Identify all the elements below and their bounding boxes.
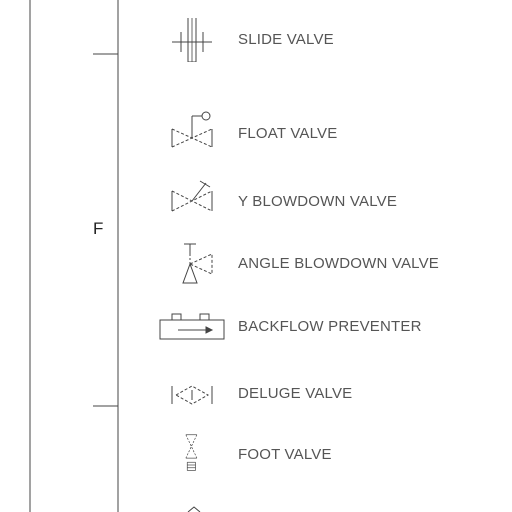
legend-label: FLOAT VALVE (238, 125, 338, 142)
legend-row-y-blowdown-valve: Y BLOWDOWN VALVE (150, 178, 510, 222)
float-valve-symbol (171, 111, 213, 148)
legend-row-foot-valve: FOOT VALVE (150, 432, 510, 476)
partial-symbol-fragment (187, 506, 201, 512)
zone-letter: F (93, 219, 104, 238)
legend-row-float-valve: FLOAT VALVE (150, 108, 510, 152)
deluge-valve-symbol (171, 385, 213, 405)
legend-row-slide-valve: SLIDE VALVE (150, 18, 510, 62)
legend-label: ANGLE BLOWDOWN VALVE (238, 255, 439, 272)
legend-label: DELUGE VALVE (238, 385, 353, 402)
legend-label: Y BLOWDOWN VALVE (238, 193, 398, 210)
legend-row-backflow-preventer: BACKFLOW PREVENTER (150, 306, 510, 350)
slide-valve-symbol (172, 18, 212, 62)
y-blowdown-valve-symbol (171, 180, 213, 212)
legend-label: SLIDE VALVE (238, 31, 334, 48)
foot-valve-symbol (185, 434, 198, 471)
legend-row-deluge-valve: DELUGE VALVE (150, 372, 510, 416)
legend-label: FOOT VALVE (238, 446, 332, 463)
legend-label: BACKFLOW PREVENTER (238, 318, 422, 335)
backflow-preventer-symbol (159, 313, 225, 340)
angle-blowdown-valve-symbol (182, 243, 213, 284)
legend-row-angle-blowdown-valve: ANGLE BLOWDOWN VALVE (150, 242, 510, 286)
